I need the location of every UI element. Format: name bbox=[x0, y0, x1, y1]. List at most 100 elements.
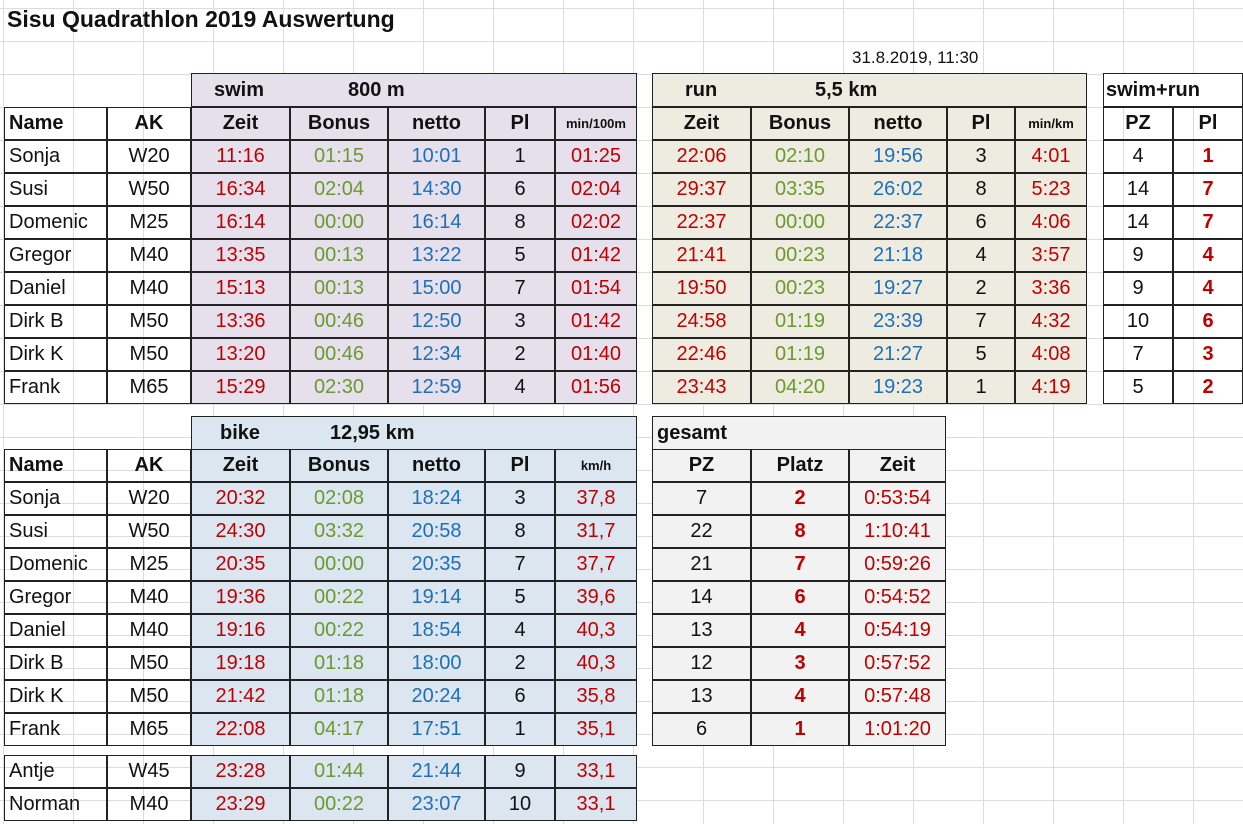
bike-extra-bonus-cell: 00:22 bbox=[290, 788, 388, 821]
run-zeit-cell: 22:37 bbox=[652, 206, 751, 239]
bike-col-header-pace: km/h bbox=[555, 449, 637, 482]
swim-netto-cell: 13:22 bbox=[388, 239, 485, 272]
swimrun-pz-cell: 7 bbox=[1103, 338, 1173, 371]
age-class: M65 bbox=[107, 371, 191, 404]
bike-zeit-cell: 20:32 bbox=[191, 482, 290, 515]
athlete-name: Domenic bbox=[4, 548, 107, 581]
bike-col-header-netto: netto bbox=[388, 449, 485, 482]
swim-bonus-cell: 00:00 bbox=[290, 206, 388, 239]
bike-col-header-zeit: Zeit bbox=[191, 449, 290, 482]
bike-header-band: bike 12,95 km bbox=[191, 416, 637, 450]
run-netto-cell: 26:02 bbox=[849, 173, 947, 206]
swim-netto-cell: 12:59 bbox=[388, 371, 485, 404]
bike-zeit-cell: 21:42 bbox=[191, 680, 290, 713]
bike-extra-pl-cell: 9 bbox=[485, 755, 555, 788]
swim-header-band: swim 800 m bbox=[191, 73, 637, 107]
sheet-title: Sisu Quadrathlon 2019 Auswertung bbox=[7, 6, 395, 32]
swimrun-pz-cell: 4 bbox=[1103, 140, 1173, 173]
bike-pl-cell: 1 bbox=[485, 713, 555, 746]
swim-pace-cell: 01:56 bbox=[555, 371, 637, 404]
run-pace-cell: 3:57 bbox=[1015, 239, 1087, 272]
swim-netto-cell: 12:34 bbox=[388, 338, 485, 371]
swim-pl-cell: 3 bbox=[485, 305, 555, 338]
bike-zeit-cell: 20:35 bbox=[191, 548, 290, 581]
bike-bonus-cell: 01:18 bbox=[290, 680, 388, 713]
bike-extra-pace-cell: 33,1 bbox=[555, 755, 637, 788]
swim-pl-cell: 6 bbox=[485, 173, 555, 206]
swim-distance: 800 m bbox=[348, 79, 405, 101]
col-header-name: Name bbox=[4, 449, 107, 482]
run-pl-cell: 6 bbox=[947, 206, 1015, 239]
age-class: M25 bbox=[107, 206, 191, 239]
bike-zeit-cell: 19:16 bbox=[191, 614, 290, 647]
gesamt-zeit-cell: 0:59:26 bbox=[849, 548, 946, 581]
athlete-name: Sonja bbox=[4, 140, 107, 173]
swim-bonus-cell: 02:30 bbox=[290, 371, 388, 404]
bike-pl-cell: 2 bbox=[485, 647, 555, 680]
swim-zeit-cell: 15:13 bbox=[191, 272, 290, 305]
bike-pace-cell: 39,6 bbox=[555, 581, 637, 614]
run-bonus-cell: 01:19 bbox=[751, 338, 849, 371]
swim-pace-cell: 02:02 bbox=[555, 206, 637, 239]
age-class: M50 bbox=[107, 680, 191, 713]
swim-col-header-zeit: Zeit bbox=[191, 107, 290, 140]
gesamt-label: gesamt bbox=[657, 422, 728, 444]
swim-pace-cell: 02:04 bbox=[555, 173, 637, 206]
age-class: W45 bbox=[107, 755, 191, 788]
gesamt-pz-cell: 12 bbox=[652, 647, 751, 680]
athlete-name: Frank bbox=[4, 713, 107, 746]
swim-pl-cell: 7 bbox=[485, 272, 555, 305]
gesamt-col-header-zeit: Zeit bbox=[849, 449, 946, 482]
swim-pl-cell: 2 bbox=[485, 338, 555, 371]
age-class: M25 bbox=[107, 548, 191, 581]
bike-distance: 12,95 km bbox=[330, 422, 415, 444]
run-netto-cell: 19:27 bbox=[849, 272, 947, 305]
bike-col-header-pl: Pl bbox=[485, 449, 555, 482]
gesamt-zeit-cell: 0:54:52 bbox=[849, 581, 946, 614]
bike-bonus-cell: 01:18 bbox=[290, 647, 388, 680]
bike-extra-zeit-cell: 23:29 bbox=[191, 788, 290, 821]
bike-pl-cell: 4 bbox=[485, 614, 555, 647]
run-pl-cell: 7 bbox=[947, 305, 1015, 338]
bike-pl-cell: 8 bbox=[485, 515, 555, 548]
bike-pace-cell: 40,3 bbox=[555, 647, 637, 680]
bike-bonus-cell: 02:08 bbox=[290, 482, 388, 515]
athlete-name: Gregor bbox=[4, 239, 107, 272]
swim-pl-cell: 1 bbox=[485, 140, 555, 173]
run-bonus-cell: 02:10 bbox=[751, 140, 849, 173]
bike-extra-netto-cell: 21:44 bbox=[388, 755, 485, 788]
athlete-name: Gregor bbox=[4, 581, 107, 614]
run-pace-cell: 4:01 bbox=[1015, 140, 1087, 173]
bike-netto-cell: 18:00 bbox=[388, 647, 485, 680]
run-pace-cell: 5:23 bbox=[1015, 173, 1087, 206]
gesamt-header-band: gesamt bbox=[652, 416, 946, 450]
swim-zeit-cell: 13:20 bbox=[191, 338, 290, 371]
run-bonus-cell: 01:19 bbox=[751, 305, 849, 338]
swim-zeit-cell: 13:35 bbox=[191, 239, 290, 272]
swim-pace-cell: 01:54 bbox=[555, 272, 637, 305]
gesamt-pz-cell: 7 bbox=[652, 482, 751, 515]
swimrun-pl-cell: 1 bbox=[1173, 140, 1243, 173]
athlete-name: Dirk K bbox=[4, 338, 107, 371]
bike-netto-cell: 20:58 bbox=[388, 515, 485, 548]
gesamt-pz-cell: 14 bbox=[652, 581, 751, 614]
swim-zeit-cell: 11:16 bbox=[191, 140, 290, 173]
gesamt-platz-cell: 8 bbox=[751, 515, 849, 548]
run-bonus-cell: 04:20 bbox=[751, 371, 849, 404]
bike-netto-cell: 17:51 bbox=[388, 713, 485, 746]
gesamt-platz-cell: 6 bbox=[751, 581, 849, 614]
swim-bonus-cell: 00:13 bbox=[290, 239, 388, 272]
bike-pace-cell: 37,7 bbox=[555, 548, 637, 581]
run-header-band: run 5,5 km bbox=[652, 73, 1087, 107]
athlete-name: Susi bbox=[4, 515, 107, 548]
swimrun-pz-cell: 10 bbox=[1103, 305, 1173, 338]
swimrun-pz-cell: 14 bbox=[1103, 206, 1173, 239]
bike-bonus-cell: 00:22 bbox=[290, 614, 388, 647]
gesamt-zeit-cell: 1:01:20 bbox=[849, 713, 946, 746]
swimrun-col-header-pz: PZ bbox=[1103, 107, 1173, 140]
swim-bonus-cell: 00:46 bbox=[290, 338, 388, 371]
age-class: M40 bbox=[107, 614, 191, 647]
age-class: W50 bbox=[107, 173, 191, 206]
run-zeit-cell: 21:41 bbox=[652, 239, 751, 272]
col-header-ak: AK bbox=[107, 107, 191, 140]
